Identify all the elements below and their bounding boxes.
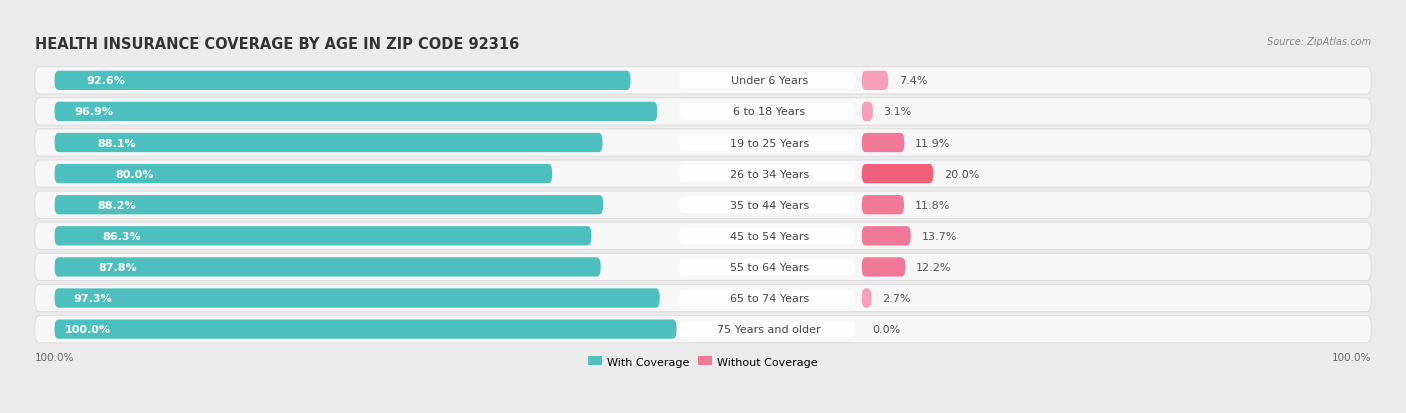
Text: 19 to 25 Years: 19 to 25 Years bbox=[730, 138, 808, 148]
FancyBboxPatch shape bbox=[679, 135, 855, 152]
Text: 87.8%: 87.8% bbox=[98, 262, 138, 272]
Text: 96.9%: 96.9% bbox=[75, 107, 114, 117]
FancyBboxPatch shape bbox=[55, 289, 659, 308]
Text: 12.2%: 12.2% bbox=[915, 262, 952, 272]
Text: 0.0%: 0.0% bbox=[872, 324, 901, 334]
FancyBboxPatch shape bbox=[862, 289, 872, 308]
FancyBboxPatch shape bbox=[862, 71, 889, 91]
FancyBboxPatch shape bbox=[862, 164, 934, 184]
FancyBboxPatch shape bbox=[35, 223, 1371, 250]
Text: 100.0%: 100.0% bbox=[65, 324, 111, 334]
Text: 35 to 44 Years: 35 to 44 Years bbox=[730, 200, 808, 210]
FancyBboxPatch shape bbox=[55, 102, 657, 122]
FancyBboxPatch shape bbox=[679, 166, 855, 183]
FancyBboxPatch shape bbox=[679, 321, 855, 338]
FancyBboxPatch shape bbox=[35, 316, 1371, 343]
FancyBboxPatch shape bbox=[862, 196, 904, 215]
FancyBboxPatch shape bbox=[679, 73, 855, 90]
Text: 80.0%: 80.0% bbox=[115, 169, 153, 179]
Text: 7.4%: 7.4% bbox=[898, 76, 928, 86]
Text: 86.3%: 86.3% bbox=[103, 231, 141, 241]
Text: 2.7%: 2.7% bbox=[882, 293, 911, 303]
Text: 88.2%: 88.2% bbox=[97, 200, 136, 210]
FancyBboxPatch shape bbox=[679, 228, 855, 244]
Text: 92.6%: 92.6% bbox=[87, 76, 125, 86]
Text: 13.7%: 13.7% bbox=[921, 231, 956, 241]
FancyBboxPatch shape bbox=[862, 227, 911, 246]
FancyBboxPatch shape bbox=[55, 71, 630, 91]
Text: 55 to 64 Years: 55 to 64 Years bbox=[730, 262, 808, 272]
FancyBboxPatch shape bbox=[35, 285, 1371, 312]
Text: 65 to 74 Years: 65 to 74 Years bbox=[730, 293, 808, 303]
FancyBboxPatch shape bbox=[862, 102, 873, 122]
FancyBboxPatch shape bbox=[35, 98, 1371, 126]
FancyBboxPatch shape bbox=[55, 196, 603, 215]
FancyBboxPatch shape bbox=[679, 259, 855, 275]
Text: 11.8%: 11.8% bbox=[914, 200, 950, 210]
FancyBboxPatch shape bbox=[55, 227, 592, 246]
FancyBboxPatch shape bbox=[55, 258, 600, 277]
FancyBboxPatch shape bbox=[679, 290, 855, 307]
Text: Under 6 Years: Under 6 Years bbox=[731, 76, 808, 86]
Text: 3.1%: 3.1% bbox=[883, 107, 911, 117]
Text: 100.0%: 100.0% bbox=[1331, 352, 1371, 362]
FancyBboxPatch shape bbox=[679, 104, 855, 121]
Text: 26 to 34 Years: 26 to 34 Years bbox=[730, 169, 808, 179]
FancyBboxPatch shape bbox=[55, 320, 676, 339]
FancyBboxPatch shape bbox=[35, 161, 1371, 188]
Text: 97.3%: 97.3% bbox=[73, 293, 112, 303]
Legend: With Coverage, Without Coverage: With Coverage, Without Coverage bbox=[583, 352, 823, 371]
Text: 11.9%: 11.9% bbox=[915, 138, 950, 148]
FancyBboxPatch shape bbox=[35, 254, 1371, 281]
FancyBboxPatch shape bbox=[679, 197, 855, 214]
Text: 6 to 18 Years: 6 to 18 Years bbox=[733, 107, 806, 117]
FancyBboxPatch shape bbox=[862, 133, 904, 153]
Text: 100.0%: 100.0% bbox=[35, 352, 75, 362]
FancyBboxPatch shape bbox=[35, 67, 1371, 95]
Text: 20.0%: 20.0% bbox=[943, 169, 979, 179]
Text: 75 Years and older: 75 Years and older bbox=[717, 324, 821, 334]
Text: 88.1%: 88.1% bbox=[98, 138, 136, 148]
FancyBboxPatch shape bbox=[35, 192, 1371, 219]
FancyBboxPatch shape bbox=[35, 130, 1371, 157]
Text: HEALTH INSURANCE COVERAGE BY AGE IN ZIP CODE 92316: HEALTH INSURANCE COVERAGE BY AGE IN ZIP … bbox=[35, 37, 519, 52]
Text: 45 to 54 Years: 45 to 54 Years bbox=[730, 231, 808, 241]
FancyBboxPatch shape bbox=[862, 258, 905, 277]
Text: Source: ZipAtlas.com: Source: ZipAtlas.com bbox=[1267, 37, 1371, 47]
FancyBboxPatch shape bbox=[55, 133, 603, 153]
FancyBboxPatch shape bbox=[55, 164, 553, 184]
